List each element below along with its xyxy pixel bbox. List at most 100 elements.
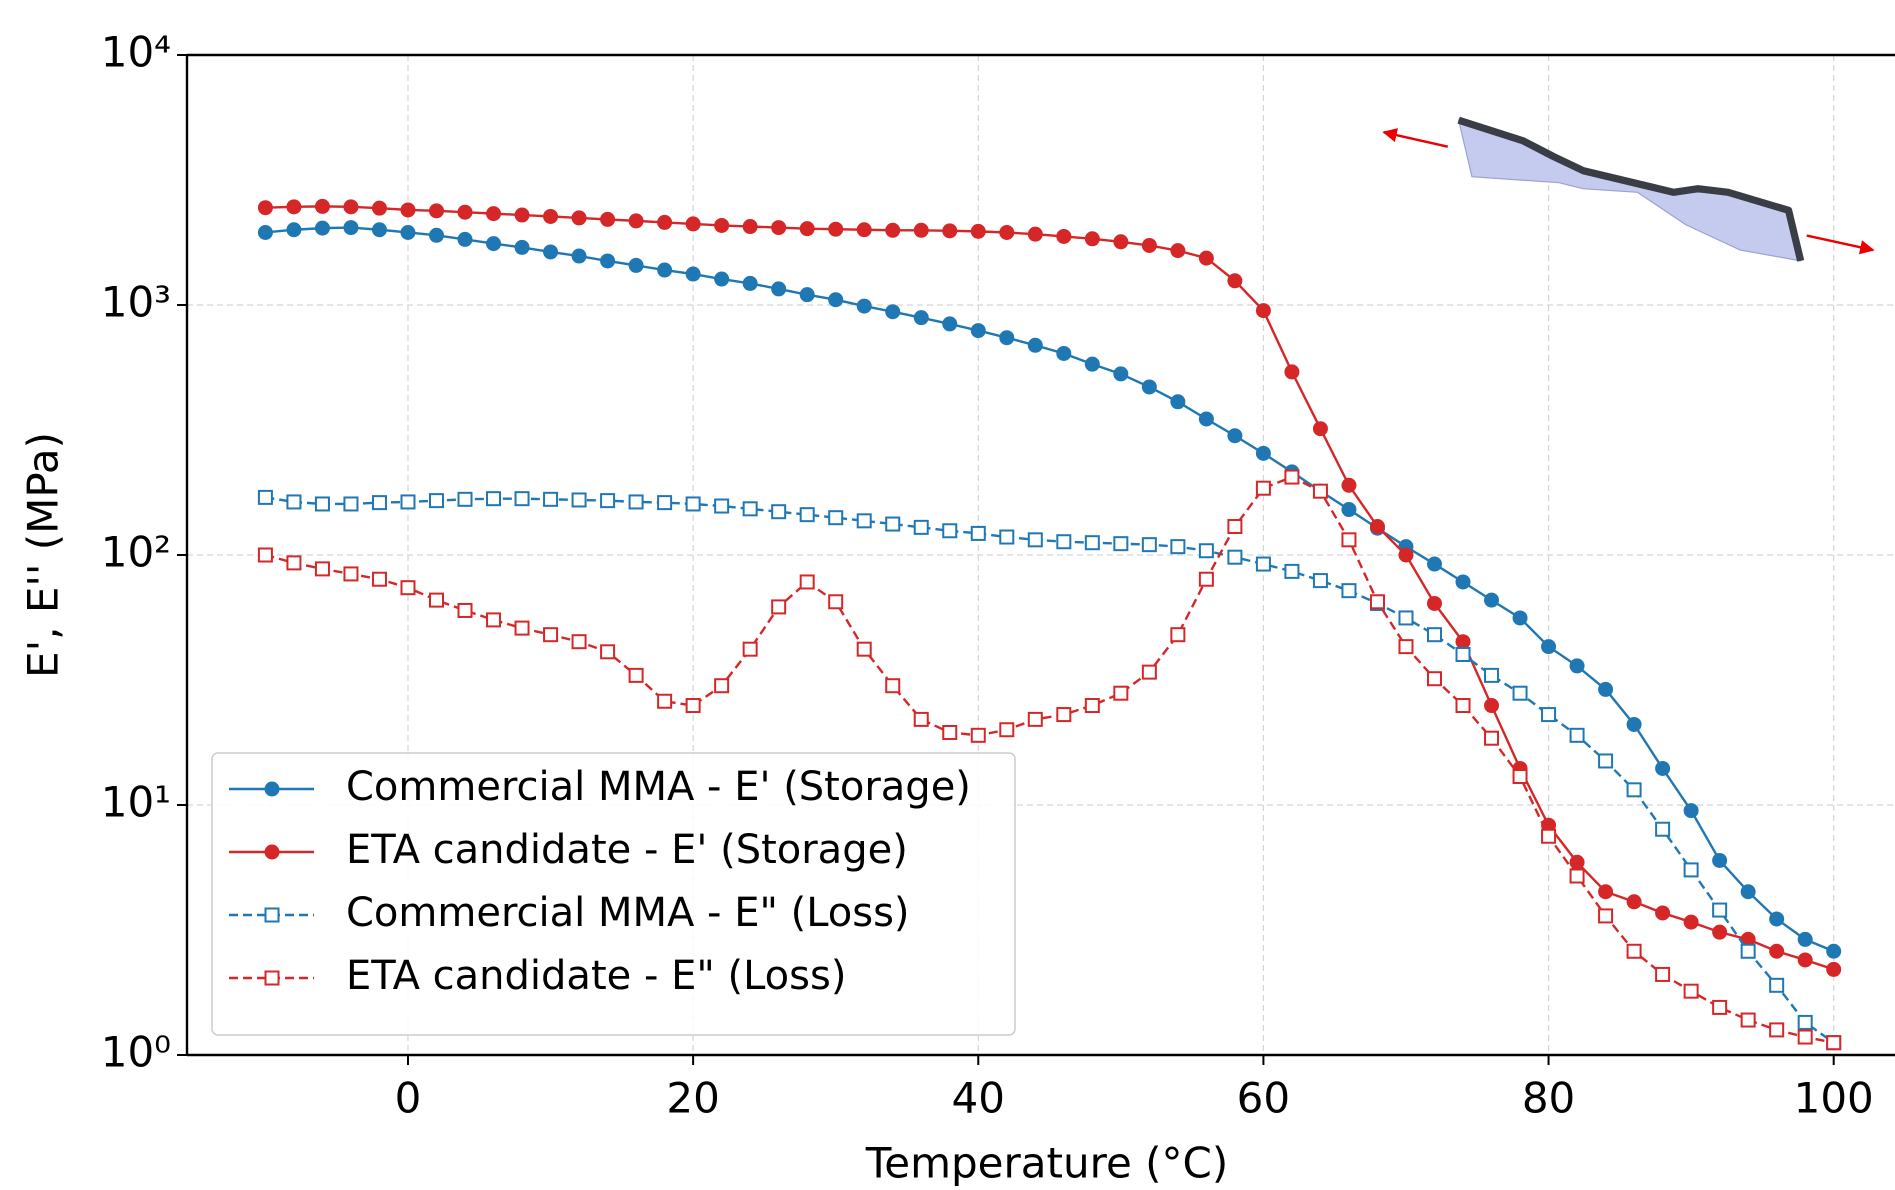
point xyxy=(1683,983,1699,999)
point xyxy=(571,248,587,264)
series-line xyxy=(265,496,1835,1044)
point xyxy=(1797,1014,1813,1030)
point xyxy=(1141,537,1157,553)
point xyxy=(913,711,929,727)
point xyxy=(543,244,559,260)
point xyxy=(314,561,330,577)
point xyxy=(1141,379,1157,395)
point xyxy=(970,727,986,743)
point xyxy=(1198,571,1214,587)
legend-label: ETA candidate - E' (Storage) xyxy=(346,827,908,873)
point xyxy=(514,620,530,636)
point xyxy=(1769,943,1785,959)
point xyxy=(1455,698,1471,714)
point xyxy=(1255,556,1271,572)
point xyxy=(1712,999,1728,1015)
point xyxy=(571,210,587,226)
point xyxy=(1227,549,1243,565)
point xyxy=(400,224,416,240)
point xyxy=(457,602,473,618)
point xyxy=(486,236,502,252)
point xyxy=(856,641,872,657)
point xyxy=(913,222,929,238)
point xyxy=(343,220,359,236)
point xyxy=(314,496,330,512)
x-tick-label: 60 xyxy=(1237,1074,1290,1123)
point xyxy=(1683,803,1699,819)
point xyxy=(1084,356,1100,372)
point xyxy=(343,496,359,512)
point xyxy=(400,202,416,218)
point xyxy=(543,208,559,224)
point xyxy=(1056,345,1072,361)
point xyxy=(885,678,901,694)
point xyxy=(1569,854,1585,870)
point xyxy=(714,678,730,694)
point xyxy=(571,634,587,650)
point xyxy=(428,493,444,509)
point xyxy=(1056,534,1072,550)
point xyxy=(913,310,929,326)
point xyxy=(600,253,616,269)
point xyxy=(856,513,872,529)
point xyxy=(1084,231,1100,247)
point xyxy=(1227,273,1243,289)
point xyxy=(742,219,758,235)
point xyxy=(1426,595,1442,611)
point xyxy=(428,203,444,219)
point xyxy=(457,231,473,247)
point xyxy=(1113,536,1129,552)
point xyxy=(371,200,387,216)
point xyxy=(970,223,986,239)
specimen-edge xyxy=(1457,116,1805,262)
point xyxy=(1655,821,1671,837)
y-tick-label: 10⁴ xyxy=(101,28,171,77)
point xyxy=(714,271,730,287)
point xyxy=(1113,685,1129,701)
point xyxy=(1826,961,1842,977)
point xyxy=(1797,1029,1813,1045)
point xyxy=(1740,884,1756,900)
point xyxy=(942,223,958,239)
point xyxy=(1398,547,1414,563)
point xyxy=(257,224,273,240)
legend: Commercial MMA - E' (Storage) ETA candida… xyxy=(211,752,1016,1036)
point xyxy=(1341,477,1357,493)
point xyxy=(742,641,758,657)
specimen-illustration xyxy=(1382,116,1875,262)
point xyxy=(1170,243,1186,259)
point xyxy=(1769,977,1785,993)
point xyxy=(657,262,673,278)
point xyxy=(1170,627,1186,643)
point xyxy=(828,221,844,237)
point xyxy=(1141,664,1157,680)
point xyxy=(1198,250,1214,266)
y-tick-label: 10¹ xyxy=(101,778,171,827)
point xyxy=(828,510,844,526)
specimen-body xyxy=(1457,119,1802,262)
x-axis-label: Temperature (°C) xyxy=(865,1139,1229,1188)
point xyxy=(1655,760,1671,776)
point xyxy=(1569,658,1585,674)
point xyxy=(1541,828,1557,844)
point xyxy=(1569,868,1585,884)
legend-box xyxy=(211,752,1016,1036)
point xyxy=(286,222,302,238)
point xyxy=(685,216,701,232)
point xyxy=(885,516,901,532)
point xyxy=(1084,535,1100,551)
point xyxy=(543,627,559,643)
y-tick-label: 10³ xyxy=(101,278,171,327)
point xyxy=(685,266,701,282)
point xyxy=(543,491,559,507)
point xyxy=(600,644,616,660)
legend-marker xyxy=(264,844,280,860)
legend-marker xyxy=(264,781,280,797)
point xyxy=(999,722,1015,738)
point xyxy=(1369,594,1385,610)
point xyxy=(286,555,302,571)
point xyxy=(1740,943,1756,959)
point xyxy=(1569,727,1585,743)
point xyxy=(1769,911,1785,927)
point xyxy=(1056,228,1072,244)
